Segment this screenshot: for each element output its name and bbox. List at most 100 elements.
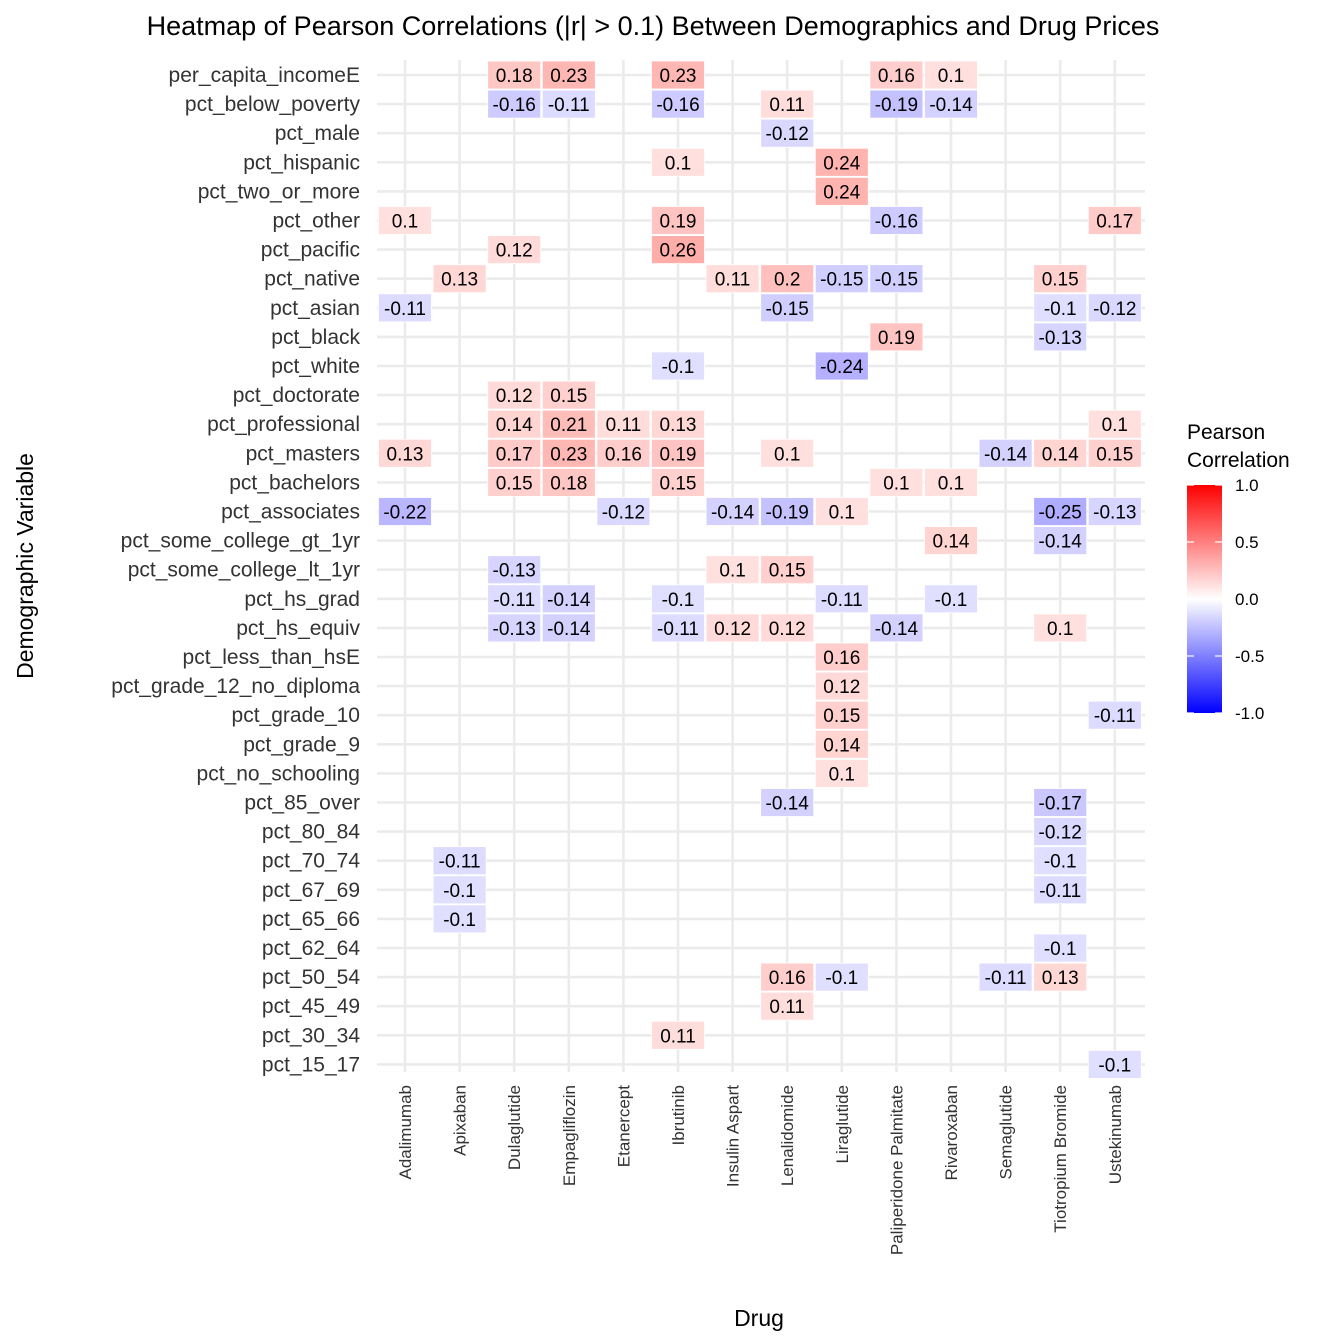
cell-pct-associates-tiotropium-bromide: [1033, 497, 1088, 526]
cell-label-pct-below-poverty-empagliflozin: -0.11: [548, 95, 590, 116]
cell-label-pct-professional-empagliflozin: 0.21: [550, 415, 587, 436]
cell-label-pct-associates-ustekinumab: -0.13: [1093, 503, 1136, 524]
x-tick-liraglutide: Liraglutide: [833, 1085, 852, 1163]
cell-label-pct-asian-ustekinumab: -0.12: [1093, 299, 1136, 320]
cell-label-pct-some-college-lt-1yr-lenalidomide: 0.15: [769, 561, 806, 582]
y-tick-pct-grade-9: pct_grade_9: [243, 733, 360, 756]
y-tick-pct-professional: pct_professional: [207, 413, 360, 436]
cell-pct-grade-12-no-diploma-liraglutide: [814, 671, 869, 701]
cell-pct-50-54-semaglutide: [978, 962, 1033, 992]
cell-pct-70-74-apixaban: [432, 846, 487, 876]
x-axis-ticks: Adalimumab Apixaban Dulaglutide Empaglifloz…: [396, 1085, 1125, 1255]
cell-label-pct-masters-ustekinumab: 0.15: [1096, 444, 1133, 465]
cell-pct-professional-ustekinumab: [1087, 409, 1142, 439]
color-legend: Pearson Correlation 1.0 0.5 0.0 -0.5 -1.0: [1187, 421, 1290, 723]
cell-label-per-capita-incomee-paliperidone-palmitate: 0.16: [878, 66, 915, 87]
cell-pct-hs-equiv-lenalidomide: [760, 613, 815, 643]
legend-title-line-1: Pearson: [1187, 421, 1265, 444]
cell-pct-67-69-tiotropium-bromide: [1033, 875, 1088, 905]
cell-label-pct-associates-liraglutide: 0.1: [829, 503, 855, 524]
cell-pct-asian-adalimumab: [378, 293, 432, 323]
x-axis-title: Drug: [734, 1305, 784, 1331]
y-tick-pct-other: pct_other: [272, 210, 360, 233]
cell-pct-associates-lenalidomide: [760, 497, 815, 526]
cell-pct-bachelors-rivaroxaban: [924, 467, 978, 497]
cell-label-pct-associates-tiotropium-bromide: -0.25: [1039, 503, 1082, 524]
cell-label-pct-professional-dulaglutide: 0.14: [496, 415, 533, 436]
cell-label-pct-native-paliperidone-palmitate: -0.15: [875, 270, 918, 291]
y-tick-pct-native: pct_native: [264, 268, 360, 291]
heatmap-cells: 0.18 0.23 0.23 0.16 0.1 -0.16 -0.11 -0.16 0.11 -0…: [378, 60, 1142, 1079]
cell-pct-native-insulin-aspart: [705, 264, 760, 294]
cell-label-pct-native-liraglutide: -0.15: [820, 270, 863, 291]
cell-pct-other-ustekinumab: [1087, 206, 1142, 235]
legend-tick-label-0-5: 0.5: [1235, 533, 1259, 552]
cell-label-pct-50-54-lenalidomide: 0.16: [769, 968, 806, 989]
cell-pct-hs-equiv-insulin-aspart: [705, 613, 760, 643]
x-tick-tiotropium-bromide: Tiotropium Bromide: [1051, 1085, 1070, 1233]
cell-label-pct-associates-insulin-aspart: -0.14: [711, 503, 755, 524]
x-tick-apixaban: Apixaban: [451, 1085, 470, 1156]
cell-label-pct-50-54-semaglutide: -0.11: [985, 968, 1027, 989]
cell-label-per-capita-incomee-dulaglutide: 0.18: [496, 66, 533, 87]
cell-label-pct-hs-grad-ibrutinib: -0.1: [662, 590, 695, 611]
cell-pct-30-34-ibrutinib: [651, 1020, 705, 1050]
y-tick-pct-62-64: pct_62_64: [262, 937, 360, 960]
cell-pct-hs-grad-empagliflozin: [541, 584, 596, 614]
cell-label-pct-bachelors-rivaroxaban: 0.1: [938, 473, 964, 494]
y-tick-pct-bachelors: pct_bachelors: [229, 471, 360, 494]
cell-label-pct-45-49-lenalidomide: 0.11: [769, 997, 805, 1018]
cell-pct-some-college-gt-1yr-tiotropium-bromide: [1033, 526, 1088, 555]
cell-pct-pacific-dulaglutide: [487, 235, 542, 265]
cell-label-pct-70-74-apixaban: -0.11: [439, 852, 481, 873]
cell-pct-grade-9-liraglutide: [814, 729, 869, 759]
cell-pct-bachelors-ibrutinib: [651, 467, 705, 497]
y-tick-pct-white: pct_white: [271, 355, 360, 378]
cell-pct-85-over-lenalidomide: [760, 788, 815, 817]
x-tick-ibrutinib: Ibrutinib: [669, 1085, 688, 1145]
cell-label-pct-30-34-ibrutinib: 0.11: [660, 1026, 696, 1047]
y-tick-pct-asian: pct_asian: [270, 297, 360, 320]
cell-pct-native-liraglutide: [814, 264, 869, 294]
cell-label-pct-professional-ibrutinib: 0.13: [660, 415, 697, 436]
cell-pct-masters-tiotropium-bromide: [1033, 438, 1088, 468]
cell-pct-hs-equiv-ibrutinib: [651, 613, 705, 643]
cell-pct-pacific-ibrutinib: [651, 235, 705, 265]
cell-label-pct-67-69-tiotropium-bromide: -0.11: [1039, 881, 1081, 902]
cell-label-pct-asian-tiotropium-bromide: -0.1: [1044, 299, 1077, 320]
cell-pct-associates-ustekinumab: [1087, 497, 1142, 526]
cell-label-pct-pacific-ibrutinib: 0.26: [660, 241, 697, 262]
cell-label-pct-some-college-lt-1yr-insulin-aspart: 0.1: [719, 561, 745, 582]
y-tick-pct-85-over: pct_85_over: [244, 792, 360, 815]
cell-pct-some-college-lt-1yr-lenalidomide: [760, 555, 815, 585]
cell-label-pct-below-poverty-rivaroxaban: -0.14: [929, 95, 973, 116]
x-tick-semaglutide: Semaglutide: [997, 1085, 1016, 1180]
cell-label-pct-hs-equiv-dulaglutide: -0.13: [493, 619, 536, 640]
cell-label-pct-professional-etanercept: 0.11: [606, 415, 642, 436]
cell-pct-hs-grad-liraglutide: [814, 584, 869, 614]
cell-label-pct-other-adalimumab: 0.1: [392, 212, 418, 233]
cell-pct-grade-10-ustekinumab: [1087, 700, 1142, 730]
cell-label-pct-15-17-ustekinumab: -0.1: [1098, 1055, 1131, 1076]
cell-label-pct-native-lenalidomide: 0.2: [774, 270, 800, 291]
cell-label-pct-masters-semaglutide: -0.14: [984, 444, 1028, 465]
cell-pct-65-66-apixaban: [432, 904, 487, 934]
y-tick-pct-two-or-more: pct_two_or_more: [198, 180, 360, 203]
cell-per-capita-incomee-paliperidone-palmitate: [869, 60, 924, 90]
cell-pct-other-paliperidone-palmitate: [869, 206, 924, 235]
y-tick-pct-no-schooling: pct_no_schooling: [197, 762, 360, 785]
cell-pct-62-64-tiotropium-bromide: [1033, 933, 1088, 963]
y-tick-pct-some-college-gt-1yr: pct_some_college_gt_1yr: [121, 530, 360, 553]
cell-pct-below-poverty-dulaglutide: [487, 89, 542, 119]
cell-pct-associates-liraglutide: [814, 497, 869, 526]
cell-label-pct-no-schooling-liraglutide: 0.1: [829, 764, 855, 785]
y-tick-pct-67-69: pct_67_69: [262, 879, 360, 902]
y-tick-pct-grade-12-no-diploma: pct_grade_12_no_diploma: [111, 675, 360, 698]
cell-per-capita-incomee-ibrutinib: [651, 60, 705, 90]
cell-pct-masters-lenalidomide: [760, 438, 815, 468]
cell-pct-professional-empagliflozin: [541, 409, 596, 439]
cell-label-pct-other-ustekinumab: 0.17: [1096, 212, 1133, 233]
cell-pct-85-over-tiotropium-bromide: [1033, 788, 1088, 817]
cell-pct-associates-adalimumab: [378, 497, 432, 526]
